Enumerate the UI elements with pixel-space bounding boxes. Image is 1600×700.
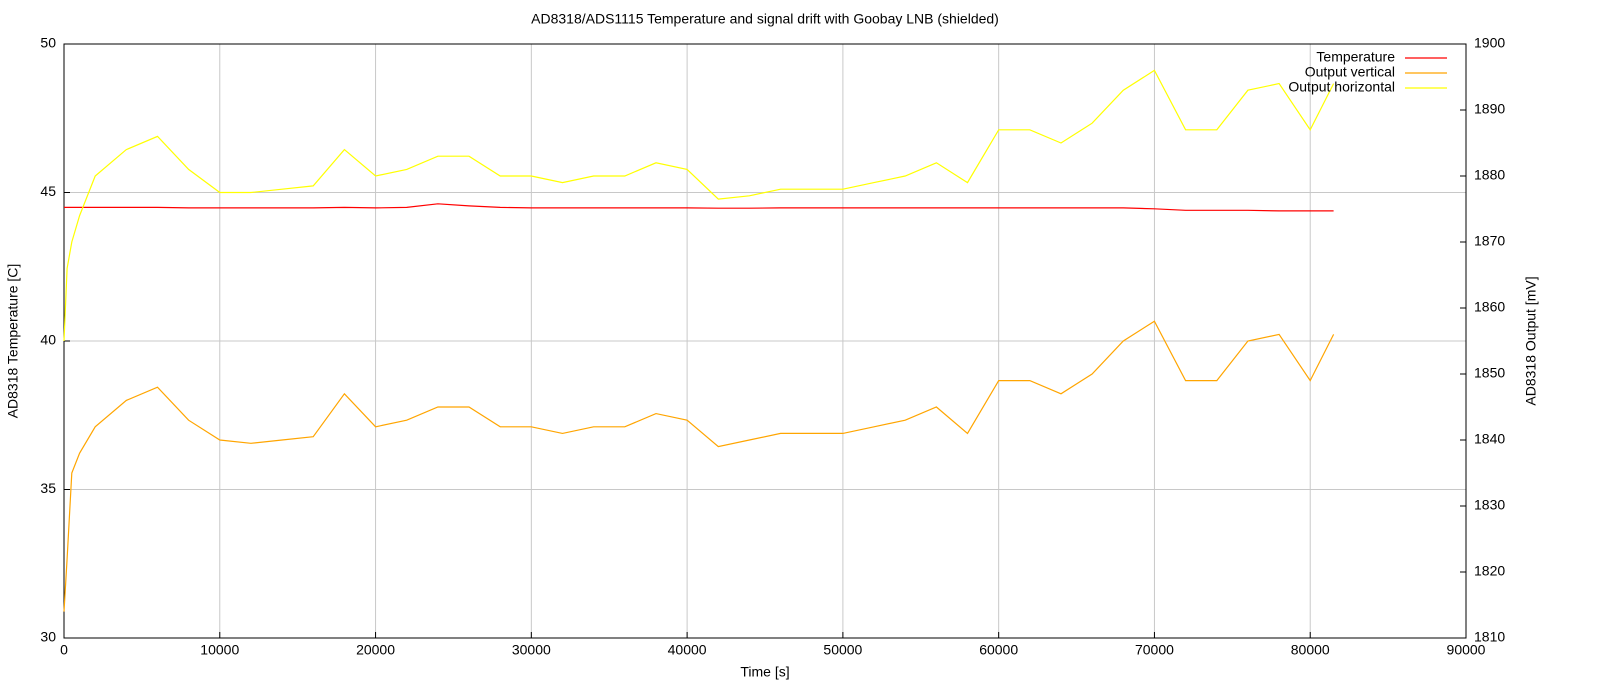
y2-tick-label: 1840 [1474, 431, 1505, 447]
x-tick-label: 50000 [823, 642, 862, 658]
legend-label: Output horizontal [1288, 79, 1395, 95]
y2-tick-label: 1820 [1474, 563, 1505, 579]
y-axis-label: AD8318 Temperature [C] [5, 264, 21, 419]
x-tick-label: 90000 [1447, 642, 1486, 658]
y2-tick-label: 1850 [1474, 365, 1505, 381]
data-line [64, 203, 1334, 212]
y2-tick-label: 1830 [1474, 497, 1505, 513]
x-tick-label: 80000 [1291, 642, 1330, 658]
y2-axis-label: AD8318 Output [mV] [1523, 276, 1539, 405]
x-tick-label: 0 [60, 642, 68, 658]
x-tick-label: 70000 [1135, 642, 1174, 658]
x-tick-label: 60000 [979, 642, 1018, 658]
y-tick-label: 40 [40, 332, 56, 348]
y2-tick-label: 1860 [1474, 299, 1505, 315]
plot-border [63, 43, 1467, 639]
y-tick-label: 35 [40, 480, 56, 496]
x-tick-label: 20000 [356, 642, 395, 658]
legend-label: Output vertical [1305, 64, 1395, 80]
chart-title: AD8318/ADS1115 Temperature and signal dr… [531, 11, 999, 27]
y-tick-label: 50 [40, 35, 56, 51]
y2-tick-label: 1810 [1474, 629, 1505, 645]
y-tick-label: 30 [40, 629, 56, 645]
y2-tick-label: 1870 [1474, 233, 1505, 249]
x-tick-label: 40000 [668, 642, 707, 658]
data-line [63, 69, 1335, 342]
y2-tick-label: 1890 [1474, 101, 1505, 117]
data-line [63, 320, 1335, 612]
x-tick-label: 30000 [512, 642, 551, 658]
x-axis-label: Time [s] [740, 664, 789, 680]
y-tick-label: 45 [40, 183, 56, 199]
x-tick-label: 10000 [200, 642, 239, 658]
legend-label: Temperature [1316, 49, 1395, 65]
y2-tick-label: 1900 [1474, 35, 1505, 51]
y2-tick-label: 1880 [1474, 167, 1505, 183]
